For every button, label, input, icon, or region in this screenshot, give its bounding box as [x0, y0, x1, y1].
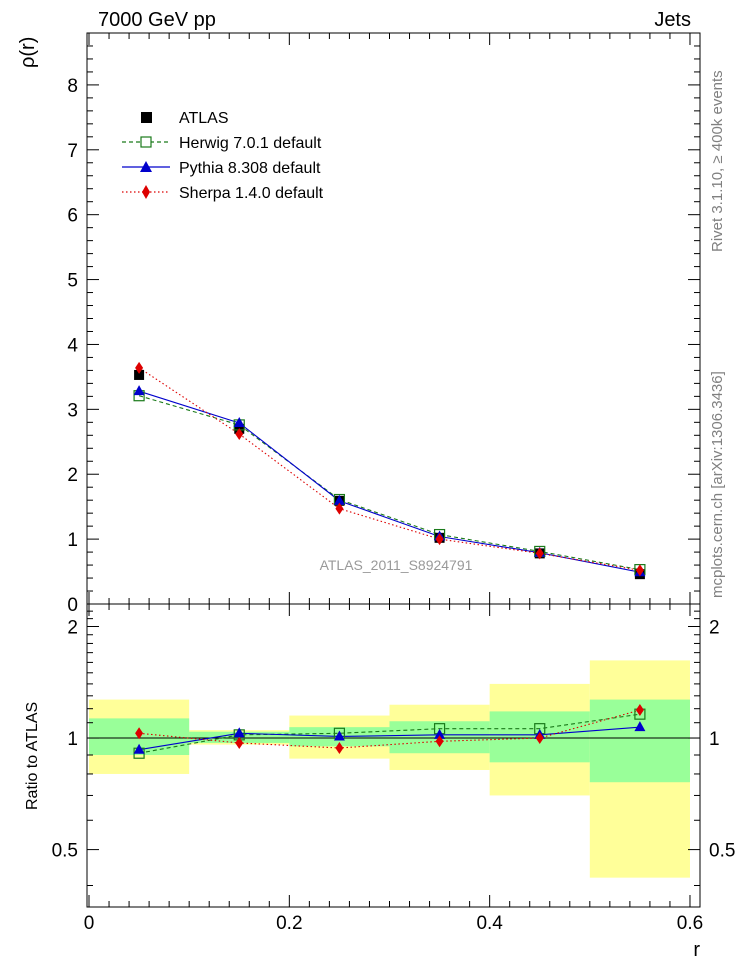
ratio-point-pythia [434, 728, 446, 739]
ratio-y-tick-label-right: 1 [709, 729, 720, 750]
main-y-tick-label: 5 [67, 271, 78, 292]
x-tick-label: 0.4 [476, 913, 503, 934]
main-y-tick-label: 3 [67, 400, 78, 421]
ratio-point-pythia [634, 721, 646, 732]
ratio-point-sherpa [135, 727, 144, 740]
ratio-point-sherpa [335, 742, 344, 755]
mcplots-label: mcplots.cern.ch [arXiv:1306.3436] [709, 371, 726, 598]
main-point-pythia [333, 494, 345, 505]
legend-pythia-label: Pythia 8.308 default [179, 160, 321, 177]
x-tick-label: 0.2 [276, 913, 302, 934]
main-y-tick-label: 4 [67, 335, 78, 356]
ratio-point-sherpa [235, 736, 244, 749]
ratio-point-sherpa [635, 704, 644, 717]
energy-label: 7000 GeV pp [98, 9, 216, 31]
main-y-tick-label: 8 [67, 76, 78, 97]
ratio-point-pythia [233, 727, 245, 738]
main-line-sherpa [138, 367, 640, 571]
main-point-pythia [233, 416, 245, 427]
ratio-y-tick-label-left: 2 [67, 617, 78, 638]
ratio-y-tick-label-right: 2 [709, 617, 720, 638]
ratio-point-pythia [133, 743, 145, 754]
legend-sherpa-label: Sherpa 1.4.0 default [179, 185, 324, 202]
main-y-tick-label: 1 [67, 530, 78, 551]
ratio-point-sherpa [435, 735, 444, 748]
main-point-sherpa [335, 502, 344, 515]
ratio-line-pythia [138, 726, 640, 751]
ratio-y-tick-label-left: 1 [67, 729, 78, 750]
x-tick-label: 0.6 [677, 913, 703, 934]
main-line-herwig [138, 395, 641, 571]
legend-atlas-label: ATLAS [179, 110, 229, 127]
legend-pythia-marker [140, 161, 152, 172]
x-tick-label: 0 [84, 913, 95, 934]
legend: ATLAS Herwig 7.0.1 default Pythia 8.308 … [122, 110, 324, 202]
main-y-tick-label: 6 [67, 206, 78, 227]
x-axis-label: r [693, 939, 700, 961]
process-label: Jets [654, 9, 691, 31]
legend-sherpa-marker [142, 185, 150, 199]
ratio-point-sherpa [535, 732, 544, 745]
legend-herwig-marker [140, 136, 152, 148]
main-y-tick-label: 7 [67, 141, 78, 162]
main-point-atlas [134, 369, 145, 380]
main-point-sherpa [435, 533, 444, 546]
main-point-sherpa [135, 361, 144, 374]
rivet-label: Rivet 3.1.10, ≥ 400k events [709, 70, 726, 252]
main-ylabel: ρ(r) [17, 37, 39, 68]
ratio-y-tick-label-right: 0.5 [709, 841, 735, 862]
legend-herwig-label: Herwig 7.0.1 default [179, 135, 322, 152]
analysis-watermark: ATLAS_2011_S8924791 [320, 557, 473, 573]
main-point-sherpa [235, 427, 244, 440]
main-point-pythia [133, 385, 145, 396]
main-line-pythia [138, 390, 641, 573]
main-point-sherpa [635, 564, 644, 577]
main-point-sherpa [535, 547, 544, 560]
main-y-tick-label: 2 [67, 465, 78, 486]
ratio-point-pythia [333, 730, 345, 741]
legend-atlas-marker [141, 112, 152, 123]
ratio-y-tick-label-left: 0.5 [52, 841, 78, 862]
ratio-line-herwig [138, 713, 640, 754]
main-y-tick-label: 0 [67, 595, 78, 616]
ratio-ylabel: Ratio to ATLAS [24, 702, 41, 810]
